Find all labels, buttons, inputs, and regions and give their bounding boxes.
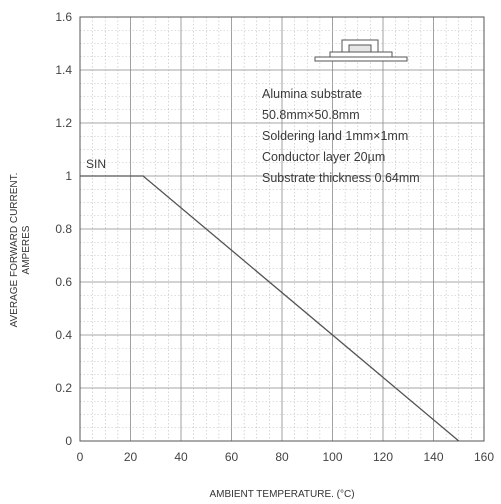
annotation-line: 50.8mm×50.8mm: [262, 108, 360, 122]
x-tick-label: 60: [225, 450, 239, 464]
plot-frame: [79, 16, 485, 442]
y-tick-label: 0: [65, 434, 72, 448]
annotation-block: Alumina substrate 50.8mm×50.8mm Soldering …: [262, 87, 420, 185]
annotation-line: Alumina substrate: [262, 87, 362, 101]
series-line-sin: [80, 175, 460, 442]
x-tick-label: 140: [423, 450, 443, 464]
x-tick-label: 0: [77, 450, 84, 464]
tick-labels: 0 20 40 60 80 100 120 140 160 0 0.2 0.4 0.6 0.8 1 1.2 1.…: [55, 10, 494, 464]
y-axis-label-line1: AVERAGE FORWARD CURRENT.: [9, 173, 20, 328]
x-tick-label: 160: [474, 450, 494, 464]
x-tick-label: 20: [124, 450, 138, 464]
annotation-line: Soldering land 1mm×1mm: [262, 129, 408, 143]
y-axis-label-line2: AMPERES: [21, 225, 32, 274]
x-axis-label: AMBIENT TEMPERATURE. (°C): [209, 489, 354, 500]
y-tick-label: 1: [65, 169, 72, 183]
y-tick-label: 1.6: [55, 10, 72, 24]
annotation-line: Substrate thickness 0.64mm: [262, 171, 420, 185]
x-tick-label: 80: [275, 450, 289, 464]
x-tick-label: 40: [174, 450, 188, 464]
grid: [80, 17, 484, 441]
annotation-line: Conductor layer 20µm: [262, 150, 385, 164]
x-tick-label: 120: [373, 450, 393, 464]
y-tick-label: 0.4: [55, 328, 72, 342]
y-tick-label: 1.4: [55, 63, 72, 77]
y-tick-label: 0.8: [55, 222, 72, 236]
y-tick-label: 1.2: [55, 116, 72, 130]
series-label-sin: SIN: [86, 157, 106, 171]
package-on-substrate-icon: [314, 39, 408, 62]
x-tick-label: 100: [322, 450, 342, 464]
y-tick-label: 0.6: [55, 275, 72, 289]
y-tick-label: 0.2: [55, 381, 72, 395]
